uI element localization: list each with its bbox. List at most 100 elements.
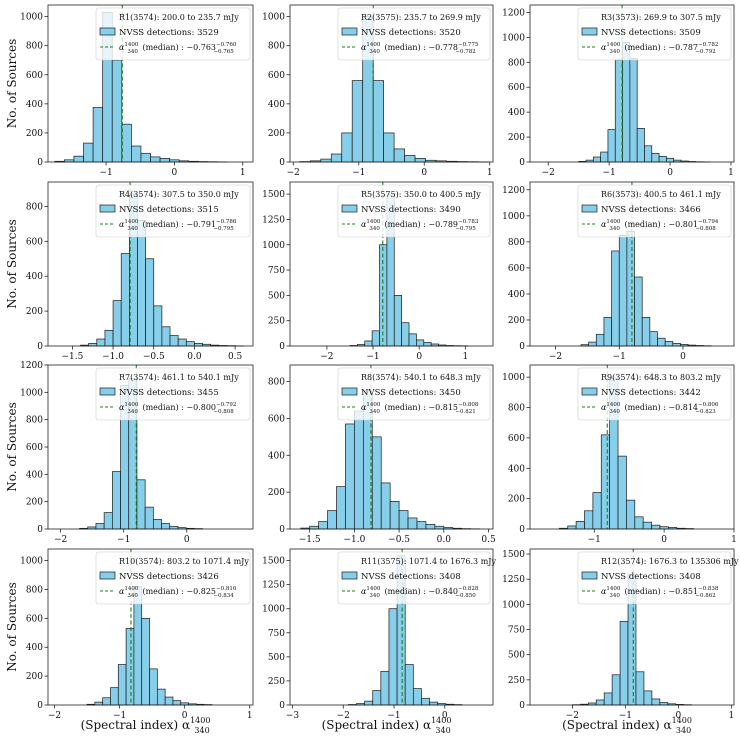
median-lower: −0.782 xyxy=(455,49,475,55)
y-tick-label: 0 xyxy=(37,525,43,535)
legend-series-label: NVSS detections: 3450 xyxy=(361,388,461,398)
y-tick-label: 1000 xyxy=(20,388,43,398)
legend-series-label: NVSS detections: 3408 xyxy=(361,572,461,582)
x-tick-label: −1 xyxy=(603,168,616,178)
alpha-sup: 1400 xyxy=(124,219,138,225)
legend-median-text: (median) : xyxy=(384,220,425,229)
histogram-bar xyxy=(95,702,103,705)
histogram-bar xyxy=(352,81,362,162)
median-lower: −0.850 xyxy=(455,593,476,599)
y-tick-label: 800 xyxy=(508,58,525,68)
histogram-bar xyxy=(612,251,620,346)
x-axis-label-sub: 340 xyxy=(676,726,691,735)
alpha-sup: 1400 xyxy=(124,402,138,408)
y-tick-label: 200 xyxy=(268,129,285,139)
median-lower: −0.823 xyxy=(695,409,716,415)
x-tick-label: 0.5 xyxy=(228,352,243,362)
legend-range-label: R10(3574): 803.2 to 1071.4 mJy xyxy=(119,557,249,566)
median-value: −0.778 xyxy=(428,43,458,52)
histogram-bar xyxy=(112,60,122,162)
legend-count: 3466 xyxy=(679,205,701,215)
legend-swatch xyxy=(342,572,357,579)
median-lower: −0.808 xyxy=(213,409,234,415)
x-axis-label-sub: 340 xyxy=(435,726,450,735)
histogram-bar xyxy=(421,698,429,705)
x-tick-label: 0 xyxy=(184,535,190,545)
histogram-bar xyxy=(652,699,660,705)
legend-swatch xyxy=(582,205,597,212)
y-tick-label: 750 xyxy=(268,266,285,276)
y-tick-label: 400 xyxy=(26,100,43,110)
x-tick-label: −1 xyxy=(352,168,365,178)
x-tick-label: 0 xyxy=(416,352,422,362)
y-tick-label: 1000 xyxy=(262,241,285,251)
y-tick-label: 1250 xyxy=(502,575,525,585)
histogram-bar xyxy=(126,628,134,705)
x-tick-label: 0.5 xyxy=(481,535,496,545)
histogram-bar xyxy=(601,435,609,529)
histogram-bar xyxy=(658,338,666,346)
alpha-sub: 340 xyxy=(369,409,380,415)
histogram-bar xyxy=(384,133,394,162)
median-value: −0.787 xyxy=(668,43,698,52)
y-tick-label: 1000 xyxy=(20,557,43,567)
legend-series-text: NVSS detections: xyxy=(601,572,676,582)
histogram-bar xyxy=(105,330,113,346)
legend-range-label: R9(3574): 648.3 to 803.2 mJy xyxy=(601,373,721,382)
y-tick-label: 0 xyxy=(519,158,525,168)
y-tick-label: 400 xyxy=(508,464,525,474)
legend: R8(3574): 540.1 to 648.3 mJy NVSS detecti… xyxy=(338,368,490,420)
legend-count: 3520 xyxy=(439,28,461,38)
median-upper: −0.786 xyxy=(216,219,237,225)
median-upper: −0.775 xyxy=(458,42,479,48)
y-tick-label: 400 xyxy=(26,643,43,653)
legend-series-text: NVSS detections: xyxy=(361,205,436,215)
histogram-bar xyxy=(321,159,331,162)
legend-series-label: NVSS detections: 3426 xyxy=(119,572,219,582)
y-tick-label: 750 xyxy=(508,626,525,636)
histogram-bar xyxy=(113,301,121,346)
y-tick-label: 200 xyxy=(508,316,525,326)
y-tick-label: 1000 xyxy=(20,13,43,23)
y-tick-label: 600 xyxy=(26,443,43,453)
histogram-bar xyxy=(666,158,673,162)
legend-median-text: (median) : xyxy=(142,43,183,52)
histogram-bar xyxy=(104,513,112,529)
x-axis-label-main: (Spectral index) α xyxy=(322,718,432,732)
y-tick-label: 200 xyxy=(26,672,43,682)
x-axis-label-main: (Spectral index) α xyxy=(562,718,672,732)
legend-range-label: R8(3574): 540.1 to 648.3 mJy xyxy=(361,373,481,382)
x-tick-label: 0.0 xyxy=(187,352,202,362)
x-tick-label: 0.0 xyxy=(437,535,452,545)
legend-series-label: NVSS detections: 3408 xyxy=(601,572,701,582)
legend-range-label: R5(3575): 350.0 to 400.5 mJy xyxy=(361,190,481,199)
histogram-bar xyxy=(636,672,644,705)
histogram-bar xyxy=(589,342,597,346)
y-tick-label: 200 xyxy=(26,307,43,317)
legend-count: 3442 xyxy=(679,388,701,398)
y-tick-label: 200 xyxy=(26,129,43,139)
median-lower: −0.821 xyxy=(455,409,475,415)
legend-swatch xyxy=(342,28,357,35)
histogram-bar xyxy=(141,153,151,162)
histogram-bar xyxy=(650,332,658,346)
histogram-bar xyxy=(596,700,604,705)
histogram-bar xyxy=(381,483,390,529)
y-tick-label: 400 xyxy=(508,108,525,118)
x-tick-label: 1 xyxy=(731,535,737,545)
y-tick-label: 0 xyxy=(279,158,285,168)
histogram-bar xyxy=(626,500,634,529)
alpha-sub: 340 xyxy=(127,593,138,599)
legend-series-label: NVSS detections: 3455 xyxy=(119,388,219,398)
x-tick-label: 1 xyxy=(728,168,734,178)
histogram-bar xyxy=(408,518,417,529)
histogram-bar xyxy=(416,340,423,346)
histogram-bar xyxy=(405,665,413,705)
alpha-sub: 340 xyxy=(369,593,380,599)
